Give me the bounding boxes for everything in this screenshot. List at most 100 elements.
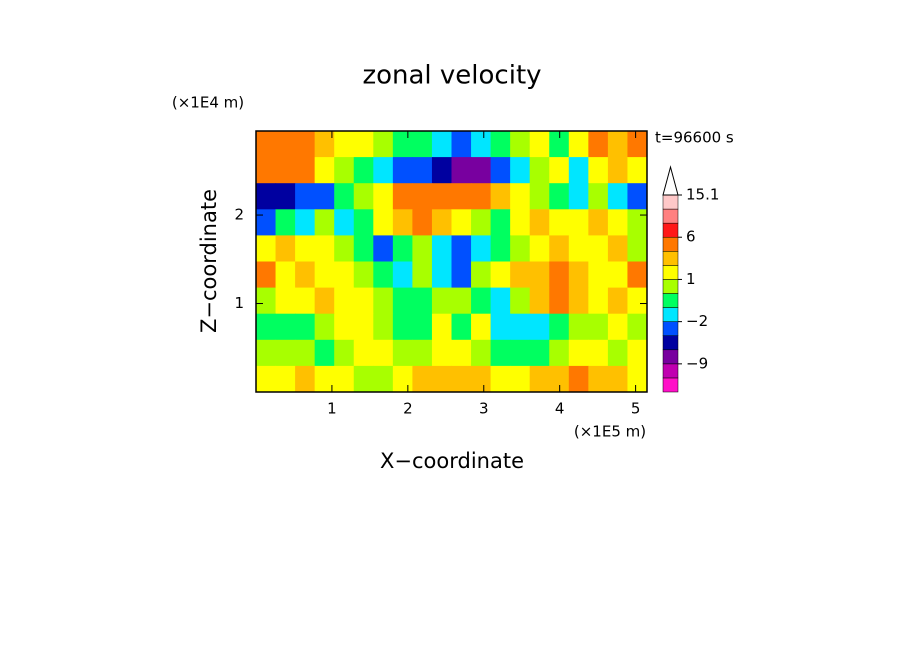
contour-cell [412, 313, 433, 341]
contour-cell [549, 209, 570, 236]
contour-cell [431, 157, 452, 184]
colorbar-block [662, 251, 679, 266]
contour-cell [412, 365, 433, 393]
contour-cell [373, 261, 394, 289]
contour-cell [549, 339, 570, 367]
contour-cell [373, 365, 394, 393]
contour-cell [490, 287, 511, 315]
contour-cell [256, 131, 277, 158]
contour-cell [314, 313, 335, 341]
contour-cell [295, 183, 316, 210]
contour-cell [568, 365, 589, 393]
contour-cell [373, 131, 394, 158]
x-tick-label: 4 [555, 400, 565, 418]
colorbar-block [662, 279, 679, 294]
contour-cell [295, 365, 316, 393]
colorbar-tick-label: −9 [686, 354, 708, 372]
contour-cell [607, 365, 628, 393]
contour-cell [431, 209, 452, 236]
x-tick-label: 2 [403, 400, 413, 418]
contour-cell [275, 131, 296, 158]
contour-cell [314, 183, 335, 210]
contour-cell [529, 365, 550, 393]
contour-cell [529, 183, 550, 210]
contour-cell [607, 313, 628, 341]
contour-cell [295, 261, 316, 289]
contour-cell [392, 261, 413, 289]
contour-cell [334, 183, 355, 210]
contour-cell [529, 287, 550, 315]
contour-cell [314, 287, 335, 315]
contour-cell [471, 287, 492, 315]
contour-cell [471, 261, 492, 289]
contour-cell [607, 209, 628, 236]
contour-cell [275, 287, 296, 315]
contour-cell [568, 261, 589, 289]
contour-cell [373, 183, 394, 210]
contour-cell [451, 157, 472, 184]
contour-cell [588, 235, 609, 262]
contour-cell [471, 209, 492, 236]
contour-cell [353, 131, 374, 158]
y-tick-label: 1 [234, 294, 244, 312]
contour-cell [256, 209, 277, 236]
contour-cell [353, 157, 374, 184]
colorbar-block [662, 307, 679, 322]
contour-cell [588, 339, 609, 367]
contour-cell [510, 209, 531, 236]
contour-cell [490, 131, 511, 158]
contour-cell [392, 313, 413, 341]
contour-cell [627, 313, 648, 341]
contour-cell [392, 365, 413, 393]
contour-cell [627, 183, 648, 210]
contour-cell [568, 287, 589, 315]
contour-cell [471, 313, 492, 341]
contour-cell [627, 261, 648, 289]
contour-cell [471, 339, 492, 367]
colorbar-block [662, 265, 679, 280]
contour-cell [588, 209, 609, 236]
contour-cell [314, 209, 335, 236]
contour-cell [275, 313, 296, 341]
contour-cell [549, 287, 570, 315]
contour-cell [451, 365, 472, 393]
contour-cell [256, 235, 277, 262]
contour-cell [314, 157, 335, 184]
contour-cell [588, 183, 609, 210]
contour-cell [627, 365, 648, 393]
contour-cell [431, 131, 452, 158]
contour-cell [334, 131, 355, 158]
contour-cell [627, 131, 648, 158]
contour-cell [588, 131, 609, 158]
contour-cell [451, 209, 472, 236]
contour-cell [490, 261, 511, 289]
contour-cell [451, 183, 472, 210]
contour-cell [529, 157, 550, 184]
contour-cell [373, 313, 394, 341]
contour-cell [275, 157, 296, 184]
contour-cell [275, 261, 296, 289]
contour-cell [451, 131, 472, 158]
contour-cell [451, 287, 472, 315]
contour-cell [490, 365, 511, 393]
contour-cell [256, 313, 277, 341]
contour-cell [588, 313, 609, 341]
contour-cell [431, 235, 452, 262]
y-tick-label: 2 [234, 206, 244, 224]
contour-cell [490, 157, 511, 184]
contour-cell [529, 131, 550, 158]
contour-cell [588, 261, 609, 289]
contour-cell [392, 235, 413, 262]
contour-cell [373, 235, 394, 262]
colorbar-block [662, 377, 679, 393]
contour-cell [373, 157, 394, 184]
contour-cell [353, 365, 374, 393]
contour-cell [568, 131, 589, 158]
contour-cell [431, 183, 452, 210]
contour-cell [314, 365, 335, 393]
colorbar-block [662, 236, 679, 252]
contour-cell [392, 339, 413, 367]
contour-cell [334, 157, 355, 184]
contour-cell [412, 131, 433, 158]
